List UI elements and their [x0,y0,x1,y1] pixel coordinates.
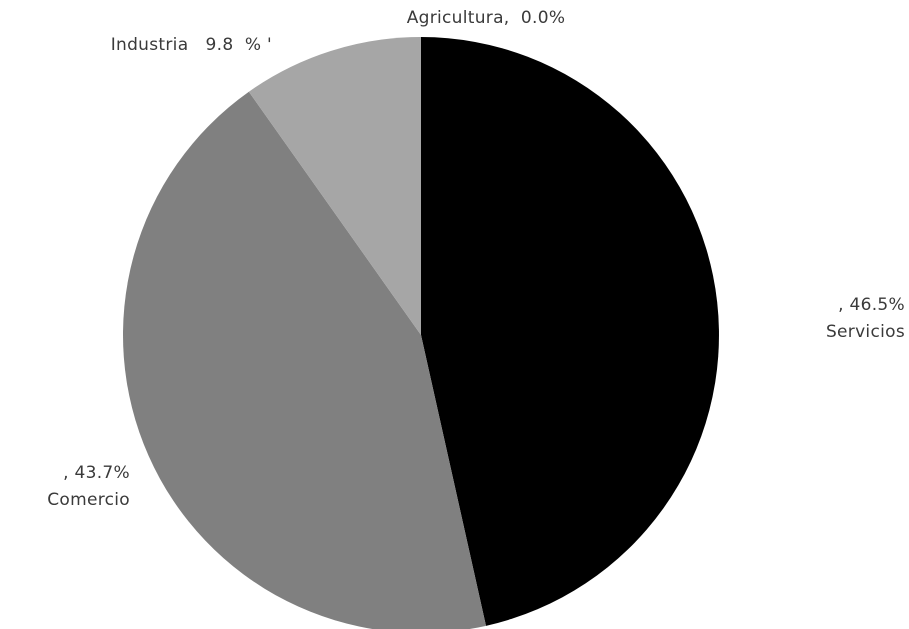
pie-slice-servicios [421,37,719,626]
data-label-comercio: , 43.7% [63,463,130,483]
pie-slice-comercio [123,91,487,629]
pie-labels: , 46.5% Servicios , 43.7% Comercio Industria… [47,8,905,510]
pie-slice-industria [248,37,421,335]
category-label-comercio: Comercio [47,490,130,510]
pie-slices [123,37,719,629]
data-label-agricultura: Agricultura, 0.0% [407,8,566,28]
category-label-servicios: Servicios [826,322,905,342]
data-label-servicios: , 46.5% [838,295,905,315]
data-label-industria: Industria 9.8 % ' [111,35,272,55]
